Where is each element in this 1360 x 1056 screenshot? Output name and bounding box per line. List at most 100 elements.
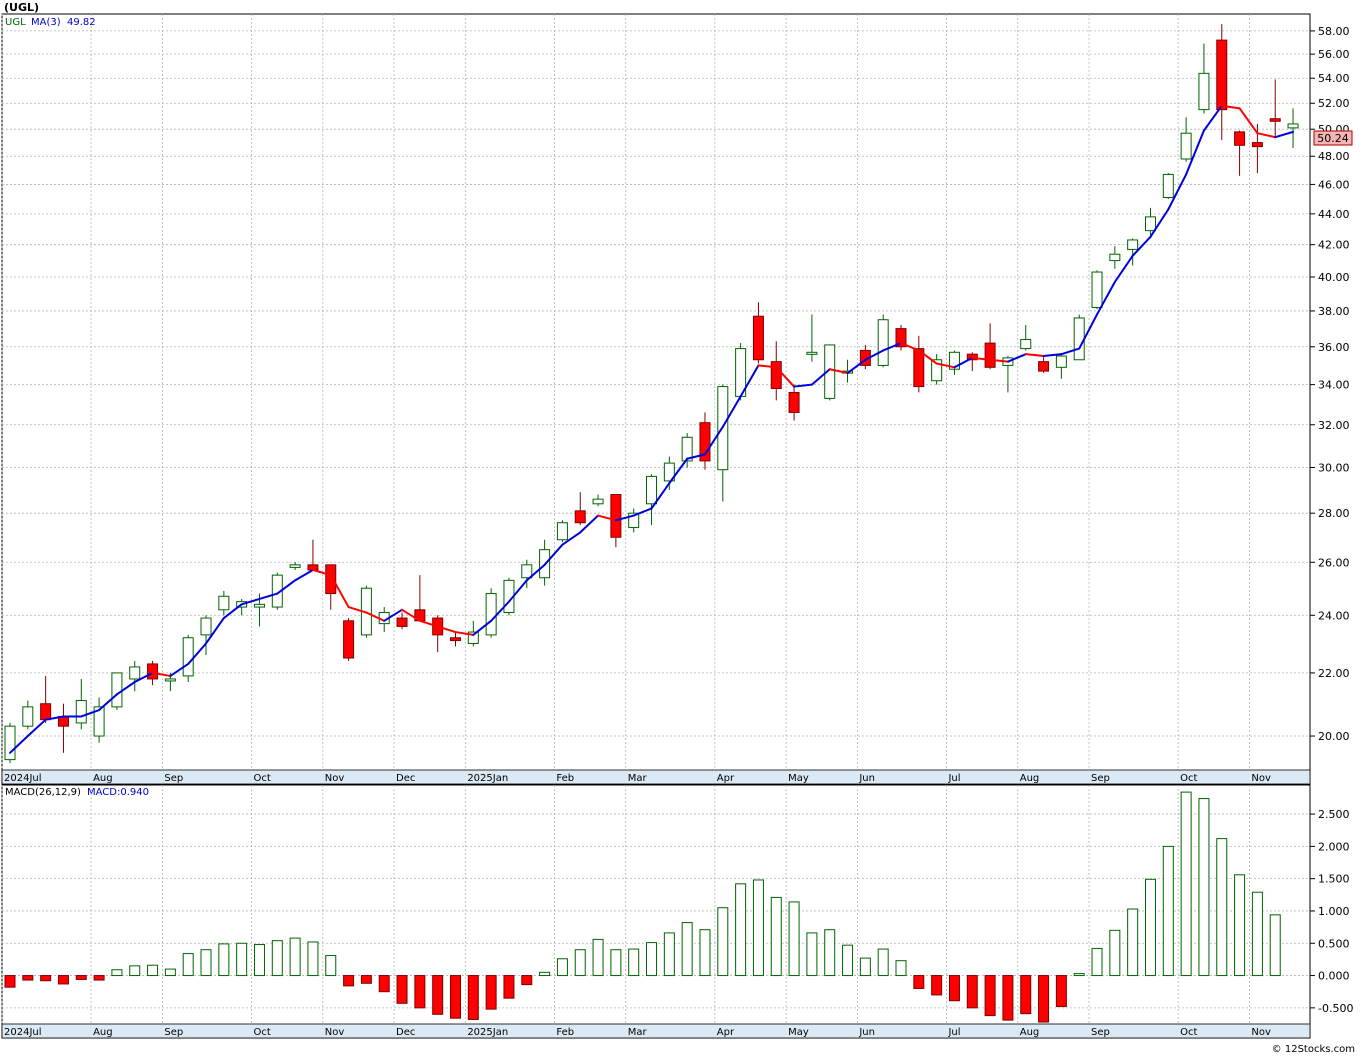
macd-plot-frame xyxy=(1,784,1311,1039)
macd-bar xyxy=(574,949,586,977)
candle-up xyxy=(1287,123,1299,129)
ma-segment xyxy=(258,592,279,600)
ma-segment xyxy=(810,368,831,386)
candle-down xyxy=(610,494,622,538)
ma-segment xyxy=(1113,254,1134,283)
macd-bar xyxy=(1198,798,1210,977)
candle-up xyxy=(1109,253,1121,262)
macd-bar xyxy=(218,943,230,977)
price-month-label: 2024Jul xyxy=(4,773,42,784)
candle-up xyxy=(253,603,265,608)
ma-segment xyxy=(26,718,47,738)
ma-segment xyxy=(311,568,332,577)
candle-up xyxy=(111,672,123,708)
ma-segment xyxy=(205,617,225,645)
price-tick-label: 38.00 xyxy=(1318,305,1350,318)
legend-symbol: UGL xyxy=(5,17,26,28)
macd-bar xyxy=(396,975,408,1004)
ma-segment xyxy=(1006,353,1027,363)
macd-tick-label: 1.500 xyxy=(1318,873,1350,886)
ma-segment xyxy=(1185,129,1205,176)
macd-bar xyxy=(1216,838,1228,977)
macd-month-label: Mar xyxy=(628,1027,648,1038)
ma-segment xyxy=(1060,347,1081,356)
macd-bar xyxy=(1269,914,1281,977)
copyright-footer: © 12Stocks.com xyxy=(1272,1044,1355,1055)
macd-bar xyxy=(111,969,123,977)
price-date-band xyxy=(1,769,1311,785)
price-tick-label: 30.00 xyxy=(1318,462,1350,475)
price-date-labels: 2024Jul Aug Sep Oct Nov Dec 2025Jan Feb Mar Apr Ma… xyxy=(4,773,1271,784)
ma-segment xyxy=(1238,107,1259,135)
ma-segment xyxy=(133,671,154,684)
macd-bar xyxy=(147,964,159,977)
macd-panel: -0.500 0.000 0.500 1.000 1.500 2.000 2.500 202… xyxy=(1,784,1353,1039)
ma-segment xyxy=(1149,208,1170,238)
candle-up xyxy=(592,498,604,505)
ma-segment xyxy=(472,619,493,636)
price-tick-label: 24.00 xyxy=(1318,609,1350,622)
ma-segment xyxy=(632,507,653,517)
ma-segment xyxy=(294,568,314,582)
ma-segment xyxy=(1024,353,1045,358)
ma-segment xyxy=(775,366,796,388)
chart-title: (UGL) xyxy=(4,1,39,14)
macd-bar xyxy=(57,975,69,985)
candle-up xyxy=(931,359,943,382)
macd-bar xyxy=(592,938,604,977)
candle-up xyxy=(22,706,34,727)
ma-segment xyxy=(44,715,65,721)
macd-month-label: Aug xyxy=(1020,1027,1040,1038)
macd-bar xyxy=(343,975,355,987)
candle-up xyxy=(1020,338,1032,350)
candle-down xyxy=(396,617,408,627)
ma-segment xyxy=(276,579,297,595)
macd-y-axis: -0.500 0.000 0.500 1.000 1.500 2.000 2.500 xyxy=(1310,808,1353,1015)
candle-up xyxy=(164,678,176,682)
macd-bar xyxy=(1109,929,1121,977)
macd-bar xyxy=(1038,975,1050,1023)
macd-bar xyxy=(842,944,854,977)
macd-tick-label: 0.000 xyxy=(1318,970,1350,983)
macd-bar xyxy=(1162,845,1174,977)
candle-up xyxy=(1055,355,1067,368)
macd-bar xyxy=(610,949,622,977)
macd-bar xyxy=(984,975,996,1017)
macd-bar xyxy=(271,940,283,977)
candle-down xyxy=(325,564,337,595)
ma-segment xyxy=(935,362,956,369)
candle-up xyxy=(485,593,497,636)
price-y-axis: 20.00 22.00 24.00 26.00 28.00 30.00 32.00 34.00… xyxy=(1310,25,1350,743)
candle-down xyxy=(913,348,925,388)
macd-bar xyxy=(824,929,836,977)
legend-ma-label: MA(3) xyxy=(31,17,61,28)
macd-bar xyxy=(699,929,711,977)
ma-segment xyxy=(115,681,136,696)
macd-bar xyxy=(200,949,212,977)
macd-bar xyxy=(1234,874,1246,977)
ma-segment xyxy=(900,342,920,352)
last-price-value: 50.24 xyxy=(1317,132,1349,145)
candle-up xyxy=(1073,317,1085,361)
candle-up xyxy=(681,436,693,462)
candle-up xyxy=(1127,239,1139,250)
macd-bar xyxy=(503,975,515,999)
candle-up xyxy=(1198,72,1210,111)
price-month-label: Mar xyxy=(628,773,648,784)
price-month-label: Aug xyxy=(1020,773,1040,784)
macd-bar xyxy=(859,957,871,977)
macd-date-band xyxy=(1,1023,1311,1039)
macd-bar xyxy=(681,922,693,977)
candle-down xyxy=(1234,131,1246,146)
ma-segment xyxy=(490,600,510,622)
ma-segment xyxy=(864,349,885,361)
macd-month-label: Nov xyxy=(325,1027,345,1038)
macd-tick-label: 2.500 xyxy=(1318,808,1350,821)
candle-down xyxy=(40,703,52,721)
macd-tick-label: -0.500 xyxy=(1318,1002,1353,1015)
candle-down xyxy=(788,391,800,413)
ma-segment xyxy=(650,482,671,510)
macd-legend-label: MACD(26,12,9) xyxy=(5,787,81,798)
macd-bar xyxy=(22,975,34,981)
